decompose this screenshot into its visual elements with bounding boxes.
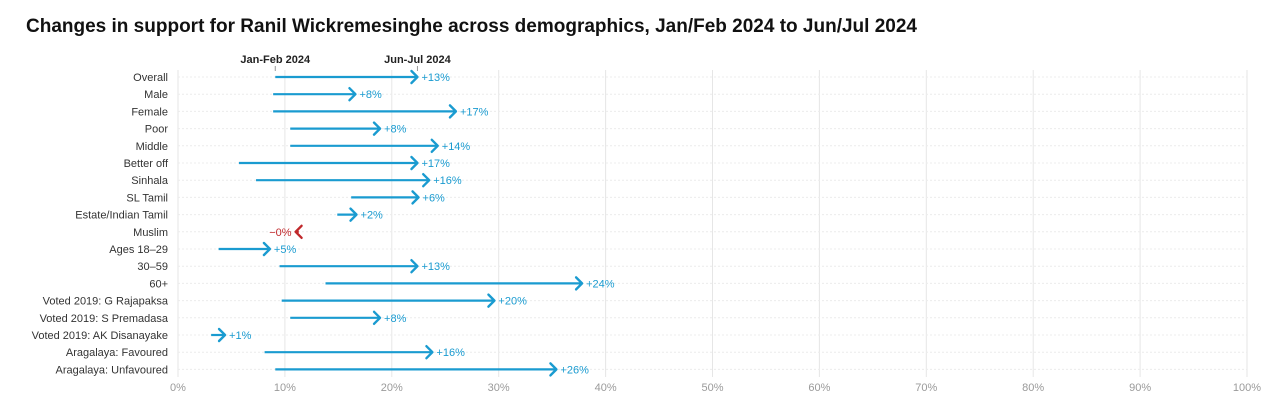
- change-label: +17%: [421, 158, 450, 170]
- category-label: Female: [131, 106, 168, 118]
- change-label: +2%: [361, 210, 384, 222]
- category-label: Aragalaya: Favoured: [66, 347, 168, 359]
- x-tick-label: 70%: [915, 382, 937, 394]
- arrow-head: [372, 121, 382, 136]
- category-label: Middle: [136, 141, 168, 153]
- change-label: +13%: [421, 72, 450, 84]
- change-label: +16%: [433, 175, 462, 187]
- category-label: Sinhala: [131, 175, 169, 187]
- arrow-head: [411, 190, 420, 205]
- arrow-head: [425, 345, 434, 360]
- x-tick-label: 100%: [1233, 382, 1261, 394]
- x-tick-label: 60%: [808, 382, 830, 394]
- category-label: Voted 2019: G Rajapaksa: [43, 296, 169, 308]
- arrow-head: [410, 259, 419, 274]
- arrow-head: [574, 276, 584, 291]
- change-label: +13%: [421, 261, 450, 273]
- x-tick-label: 80%: [1022, 382, 1044, 394]
- x-tick-label: 30%: [488, 382, 510, 394]
- change-label: +8%: [384, 313, 407, 325]
- arrow-head: [372, 310, 382, 325]
- change-label: +6%: [423, 192, 446, 204]
- category-label: Muslim: [133, 227, 168, 239]
- arrow-head: [549, 362, 558, 377]
- category-label: 60+: [149, 278, 168, 290]
- x-tick-label: 50%: [701, 382, 723, 394]
- category-label: Estate/Indian Tamil: [75, 210, 168, 222]
- category-label: 30–59: [137, 261, 168, 273]
- change-label: +16%: [436, 347, 465, 359]
- change-label: +8%: [384, 124, 407, 136]
- x-tick-label: 10%: [274, 382, 296, 394]
- arrow-head: [430, 138, 439, 153]
- category-label: Ages 18–29: [109, 244, 168, 256]
- arrow-head: [422, 173, 431, 188]
- arrow-head: [294, 224, 303, 239]
- category-label: SL Tamil: [126, 192, 168, 204]
- arrow-head: [487, 293, 496, 308]
- change-label: +5%: [274, 244, 297, 256]
- change-label: +24%: [586, 278, 615, 290]
- category-label: Voted 2019: AK Disanayake: [32, 330, 168, 342]
- arrow-head: [448, 104, 458, 119]
- x-tick-label: 0%: [170, 382, 186, 394]
- chart-title: Changes in support for Ranil Wickremesin…: [26, 16, 917, 37]
- change-label: +20%: [498, 296, 527, 308]
- arrow-head: [410, 69, 419, 85]
- change-label: +17%: [460, 106, 489, 118]
- arrow-head: [348, 87, 357, 102]
- change-label: +1%: [229, 330, 252, 342]
- change-label: −0%: [269, 227, 292, 239]
- change-label: +14%: [442, 141, 471, 153]
- x-tick-label: 90%: [1129, 382, 1151, 394]
- change-label: +8%: [359, 89, 382, 101]
- x-tick-label: 20%: [381, 382, 403, 394]
- category-label: Poor: [145, 124, 169, 136]
- category-label: Aragalaya: Unfavoured: [55, 364, 168, 376]
- arrow-head: [262, 241, 272, 257]
- arrow-head: [349, 207, 358, 222]
- category-label: Overall: [133, 72, 168, 84]
- category-label: Voted 2019: S Premadasa: [40, 313, 169, 325]
- x-tick-label: 40%: [595, 382, 617, 394]
- arrow-head: [217, 327, 227, 343]
- category-label: Male: [144, 89, 168, 101]
- period-label-end: Jun-Jul 2024: [384, 54, 452, 66]
- arrow-head: [410, 155, 419, 171]
- category-label: Better off: [124, 158, 169, 170]
- period-label-start: Jan-Feb 2024: [240, 54, 311, 66]
- change-label: +26%: [560, 364, 589, 376]
